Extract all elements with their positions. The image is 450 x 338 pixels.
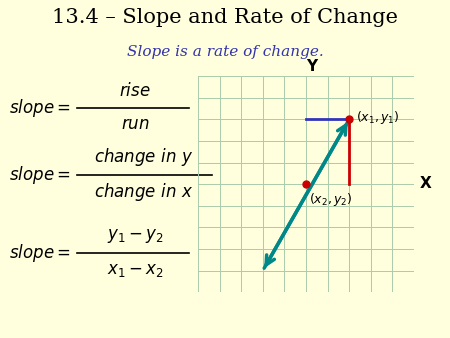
Text: 13.4 – Slope and Rate of Change: 13.4 – Slope and Rate of Change <box>52 8 398 27</box>
Text: $rise$: $rise$ <box>119 82 151 100</box>
Text: $(x_2, y_2)$: $(x_2, y_2)$ <box>309 191 353 208</box>
Text: $slope =$: $slope =$ <box>9 97 71 119</box>
Text: $slope =$: $slope =$ <box>9 242 71 264</box>
Text: $x_1 - x_2$: $x_1 - x_2$ <box>107 262 163 279</box>
Text: $slope =$: $slope =$ <box>9 164 71 186</box>
Text: $(x_1, y_1)$: $(x_1, y_1)$ <box>356 109 400 126</box>
Text: Slope is a rate of change.: Slope is a rate of change. <box>126 45 324 58</box>
Text: X: X <box>420 176 432 191</box>
Text: $change\ in\ y$: $change\ in\ y$ <box>94 146 194 168</box>
Text: $change\ in\ x$: $change\ in\ x$ <box>94 181 194 203</box>
Text: $run$: $run$ <box>121 116 149 133</box>
Text: $y_1 - y_2$: $y_1 - y_2$ <box>107 227 163 245</box>
Text: Y: Y <box>306 59 317 74</box>
